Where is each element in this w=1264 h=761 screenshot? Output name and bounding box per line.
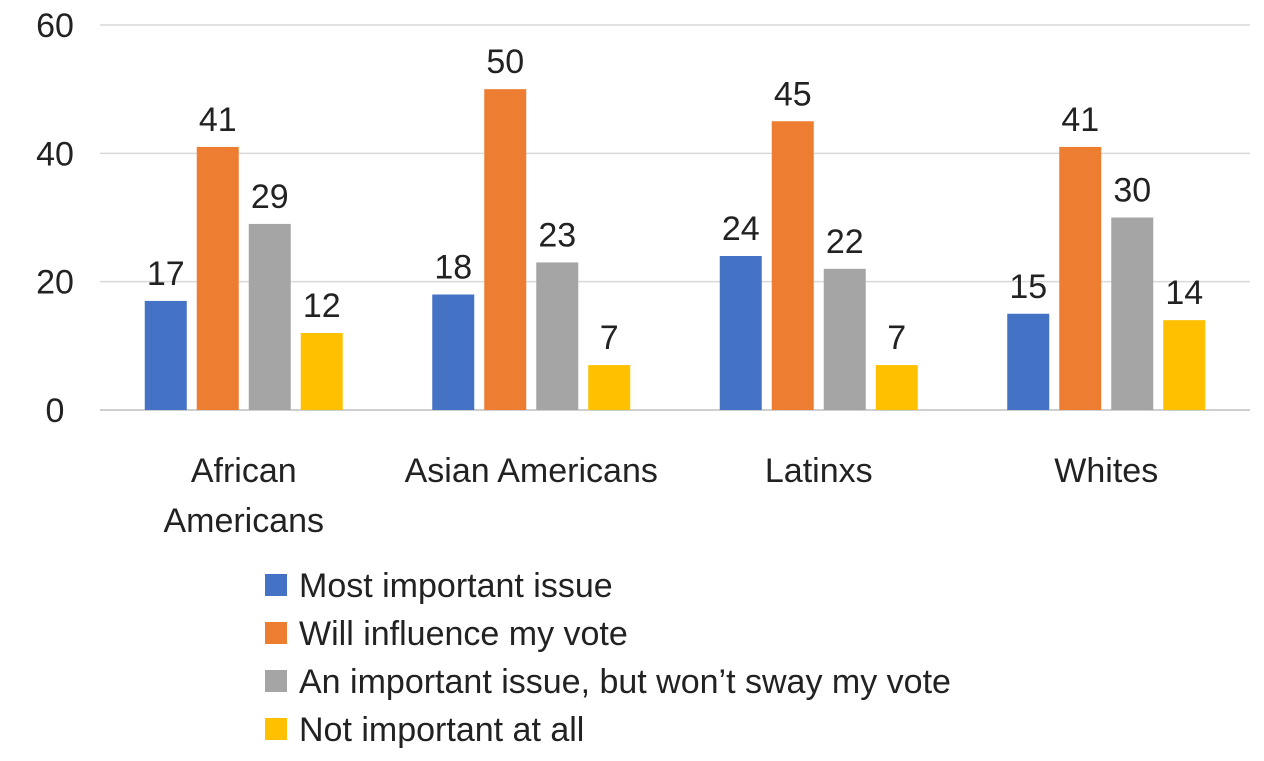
data-label: 45 (774, 75, 812, 113)
bar (1007, 313, 1050, 410)
data-label: 41 (1061, 101, 1099, 139)
bar (823, 268, 866, 410)
legend-label: Not important at all (299, 711, 584, 749)
data-label: 30 (1113, 172, 1151, 210)
bars (144, 89, 1206, 411)
y-tick-label: 40 (36, 135, 74, 173)
bar (196, 146, 239, 410)
legend-swatch (265, 574, 287, 596)
bar (588, 365, 631, 410)
bar (1111, 217, 1154, 410)
legend-swatch (265, 718, 287, 740)
category-label: Americans (163, 502, 324, 540)
y-tick-label: 0 (46, 392, 65, 430)
bar (875, 365, 918, 410)
data-label: 23 (538, 216, 576, 254)
legend-swatch (265, 670, 287, 692)
data-label: 15 (1009, 268, 1047, 306)
data-label: 14 (1165, 274, 1203, 312)
bar (536, 262, 579, 410)
legend-label: An important issue, but won’t sway my vo… (299, 663, 951, 701)
data-label: 17 (147, 255, 185, 293)
bar (144, 300, 187, 410)
legend-item: Not important at all (265, 711, 584, 749)
data-label: 24 (722, 210, 760, 248)
bar (484, 89, 527, 411)
bar (432, 294, 475, 410)
data-label: 7 (600, 319, 619, 357)
bar (1163, 320, 1206, 410)
y-axis-ticks: 0 20 40 60 (36, 7, 74, 430)
y-tick-label: 20 (36, 264, 74, 302)
data-labels: 17 41 29 12 18 50 23 7 24 45 22 7 15 41 30 14 (147, 43, 1203, 357)
data-label: 50 (486, 43, 524, 81)
data-label: 18 (434, 249, 472, 287)
bar (771, 121, 814, 410)
legend-swatch (265, 622, 287, 644)
legend-label: Will influence my vote (299, 615, 628, 653)
data-label: 22 (826, 223, 864, 261)
category-label: Asian Americans (405, 452, 658, 490)
legend-item: Most important issue (265, 567, 613, 605)
data-label: 41 (199, 101, 237, 139)
bar (300, 333, 343, 410)
legend-item: An important issue, but won’t sway my vo… (265, 663, 951, 701)
category-label: Latinxs (765, 452, 873, 490)
data-label: 29 (251, 178, 289, 216)
bar (248, 223, 291, 410)
legend-item: Will influence my vote (265, 615, 628, 653)
category-labels: African Americans Asian Americans Latinxs Wh… (163, 452, 1158, 540)
data-label: 12 (303, 287, 341, 325)
category-label: African (191, 452, 297, 490)
legend-label: Most important issue (299, 567, 613, 605)
bar (1059, 146, 1102, 410)
category-label: Whites (1054, 452, 1158, 490)
legend: Most important issue Will influence my vo… (265, 567, 951, 749)
y-tick-label: 60 (36, 7, 74, 45)
gridlines (100, 24, 1250, 411)
data-label: 7 (887, 319, 906, 357)
bar (719, 256, 762, 410)
